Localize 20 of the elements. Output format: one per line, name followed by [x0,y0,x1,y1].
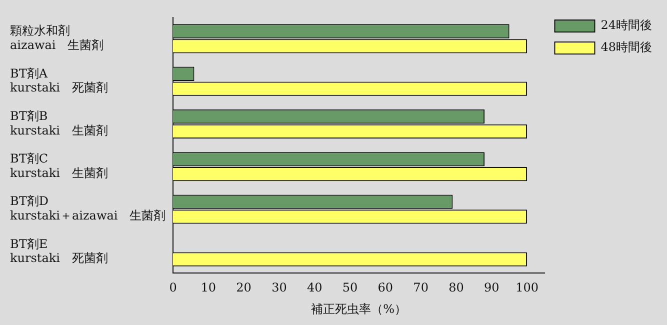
y-tick-label: BT剤E kurstaki 死菌剤 [10,236,108,266]
y-tick-label: BT剤A kurstaki 死菌剤 [10,66,108,95]
y-tick-label: BT剤B kurstaki 生菌剤 [10,108,108,138]
x-tick-label: 60 [378,280,394,295]
x-tick-label: 30 [272,280,287,295]
y-tick-label: 顆粒水和剤 aizawai 生菌剤 [10,24,104,52]
y-tick-label: BT剤D kurstaki＋aizawai 生菌剤 [10,194,166,223]
x-tick-label: 80 [448,280,464,295]
x-tick-label: 90 [484,280,500,295]
x-tick-label: 50 [342,280,358,295]
x-tick-label: 0 [169,280,177,295]
x-tick-label: 70 [413,280,428,295]
x-tick-label: 100 [516,280,538,295]
x-tick-label: 10 [200,280,216,295]
x-tick-label: 20 [236,280,252,295]
legend-label: 24時間後 [600,18,652,32]
x-axis-title: 補正死虫率（%） [311,302,407,316]
x-tick-label: 40 [306,280,322,295]
legend-label: 48時間後 [600,40,652,54]
y-tick-label: BT剤C kurstaki 生菌剤 [10,152,108,180]
